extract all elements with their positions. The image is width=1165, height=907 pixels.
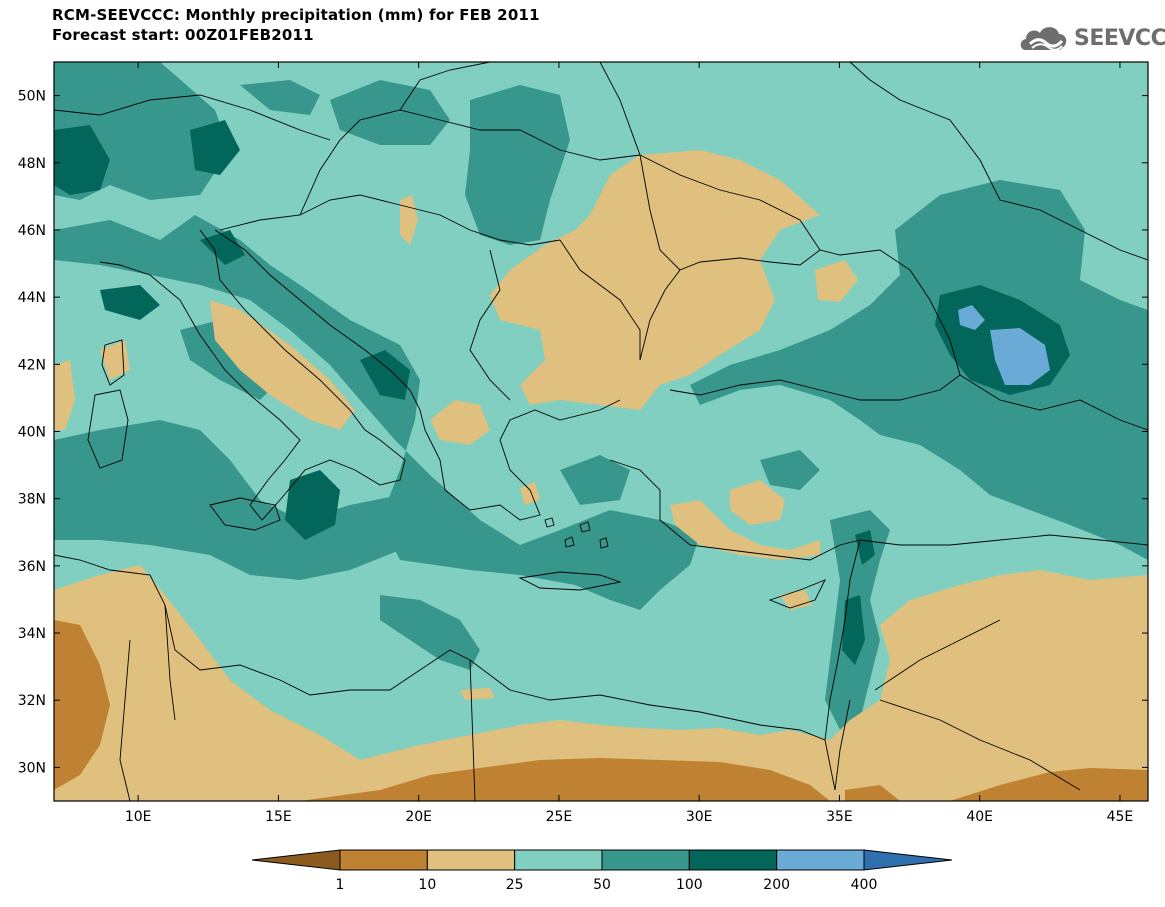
colorbar: 1 10 25 50 100 200 400	[251, 849, 953, 893]
colorbar-label: 1	[336, 877, 345, 893]
y-tick-label: 32N	[18, 693, 46, 709]
x-tick-label: 15E	[265, 809, 292, 825]
map-title: RCM-SEEVCCC: Monthly precipitation (mm) …	[52, 6, 540, 24]
field-200-400	[958, 305, 1050, 385]
x-tick-label: 20E	[405, 809, 432, 825]
x-axis-ticks: 10E 15E 20E 25E 30E 35E 40E 45E	[125, 62, 1133, 825]
y-tick-label: 42N	[18, 357, 46, 373]
cloud-logo-icon	[1020, 27, 1067, 51]
colorbar-label: 10	[418, 877, 436, 893]
y-tick-label: 38N	[18, 492, 46, 508]
y-tick-label: 46N	[18, 223, 46, 239]
x-tick-label: 25E	[546, 809, 573, 825]
colorbar-swatch	[514, 849, 603, 871]
colorbar-max-triangle	[863, 849, 953, 871]
y-tick-label: 30N	[18, 760, 46, 776]
colorbar-label: 200	[763, 877, 790, 893]
colorbar-swatch	[339, 849, 428, 871]
colorbar-label: 400	[851, 877, 878, 893]
precipitation-field	[54, 62, 1148, 801]
colorbar-label: 50	[593, 877, 611, 893]
forecast-start-label: Forecast start: 00Z01FEB2011	[52, 26, 314, 44]
y-tick-label: 48N	[18, 156, 46, 172]
field-1-10	[54, 620, 1148, 801]
y-tick-label: 50N	[18, 89, 46, 105]
x-tick-label: 10E	[125, 809, 152, 825]
colorbar-label: 25	[506, 877, 524, 893]
colorbar-swatch	[426, 849, 516, 871]
x-tick-label: 40E	[966, 809, 993, 825]
coastlines-borders	[54, 62, 1148, 801]
y-tick-label: 40N	[18, 425, 46, 441]
x-tick-label: 45E	[1107, 809, 1134, 825]
x-tick-label: 35E	[826, 809, 853, 825]
colorbar-min-triangle	[251, 849, 341, 871]
colorbar-swatch	[776, 849, 865, 871]
colorbar-label: 100	[676, 877, 703, 893]
x-tick-label: 30E	[686, 809, 713, 825]
colorbar-swatch	[688, 849, 778, 871]
seevccc-logo: SEEVCCC	[1018, 22, 1165, 54]
y-tick-label: 44N	[18, 290, 46, 306]
y-tick-label: 34N	[18, 626, 46, 642]
logo-text: SEEVCCC	[1074, 25, 1165, 51]
y-tick-label: 36N	[18, 559, 46, 575]
colorbar-swatch	[601, 849, 690, 871]
field-10-25	[54, 150, 1148, 801]
y-axis-ticks: 30N 32N 34N 36N 38N 40N 42N 44N 46N 48N 50N	[18, 89, 1148, 776]
